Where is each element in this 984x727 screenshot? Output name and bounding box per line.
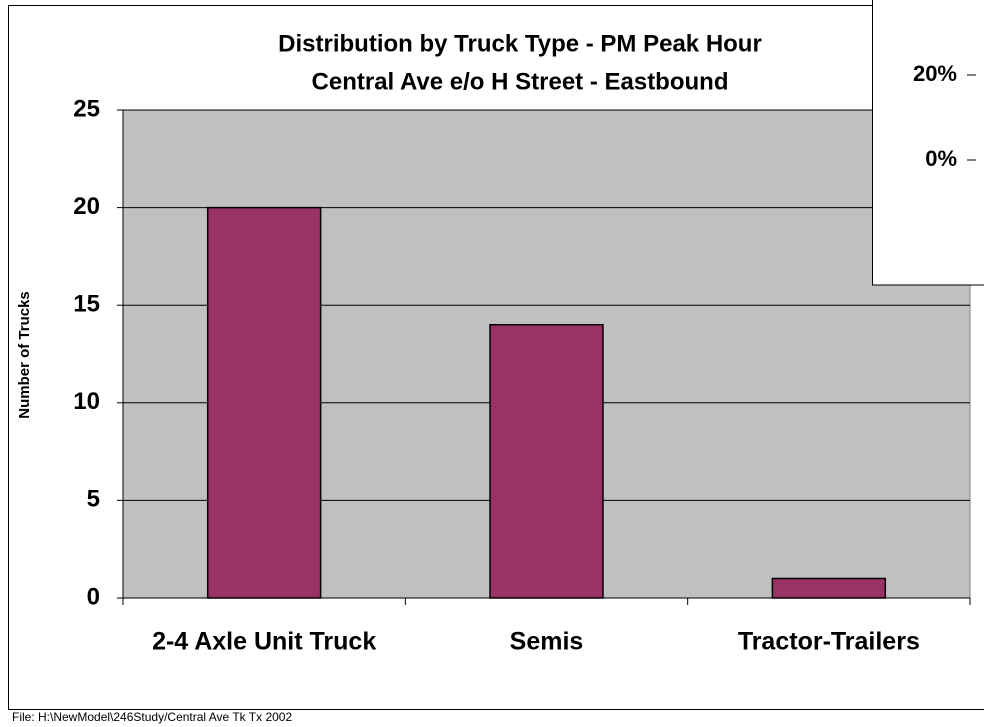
plot: 0 5 10 15 20 25 2-4 Axle Unit Truck Semis Tracto…	[73, 95, 971, 656]
bar	[771, 577, 887, 599]
bar	[489, 323, 604, 599]
footnote: File: H:\NewModel\246Study/Central Ave T…	[12, 710, 292, 724]
y-axis-label: Number of Trucks	[16, 291, 33, 419]
inset: 20% 0%	[913, 61, 976, 171]
x-tick-label: 2-4 Axle Unit Truck	[152, 628, 376, 656]
chart-subtitle: Central Ave e/o H Street - Eastbound	[312, 68, 729, 95]
y-tick-label: 10	[73, 388, 100, 415]
y-tick-label: 15	[73, 291, 100, 318]
y-tick-label: 0	[87, 583, 100, 610]
inset-panel	[872, 0, 984, 286]
x-tick-label: Semis	[510, 628, 584, 656]
inset-tick-label: 0%	[925, 146, 957, 171]
x-tick-label: Tractor-Trailers	[738, 628, 920, 656]
chart-title: Distribution by Truck Type - PM Peak Hou…	[278, 30, 762, 57]
y-tick-label: 5	[87, 486, 100, 513]
bar	[206, 206, 322, 599]
y-tick-label: 20	[73, 193, 100, 220]
inset-tick-label: 20%	[913, 61, 957, 86]
y-tick-label: 25	[73, 95, 100, 122]
